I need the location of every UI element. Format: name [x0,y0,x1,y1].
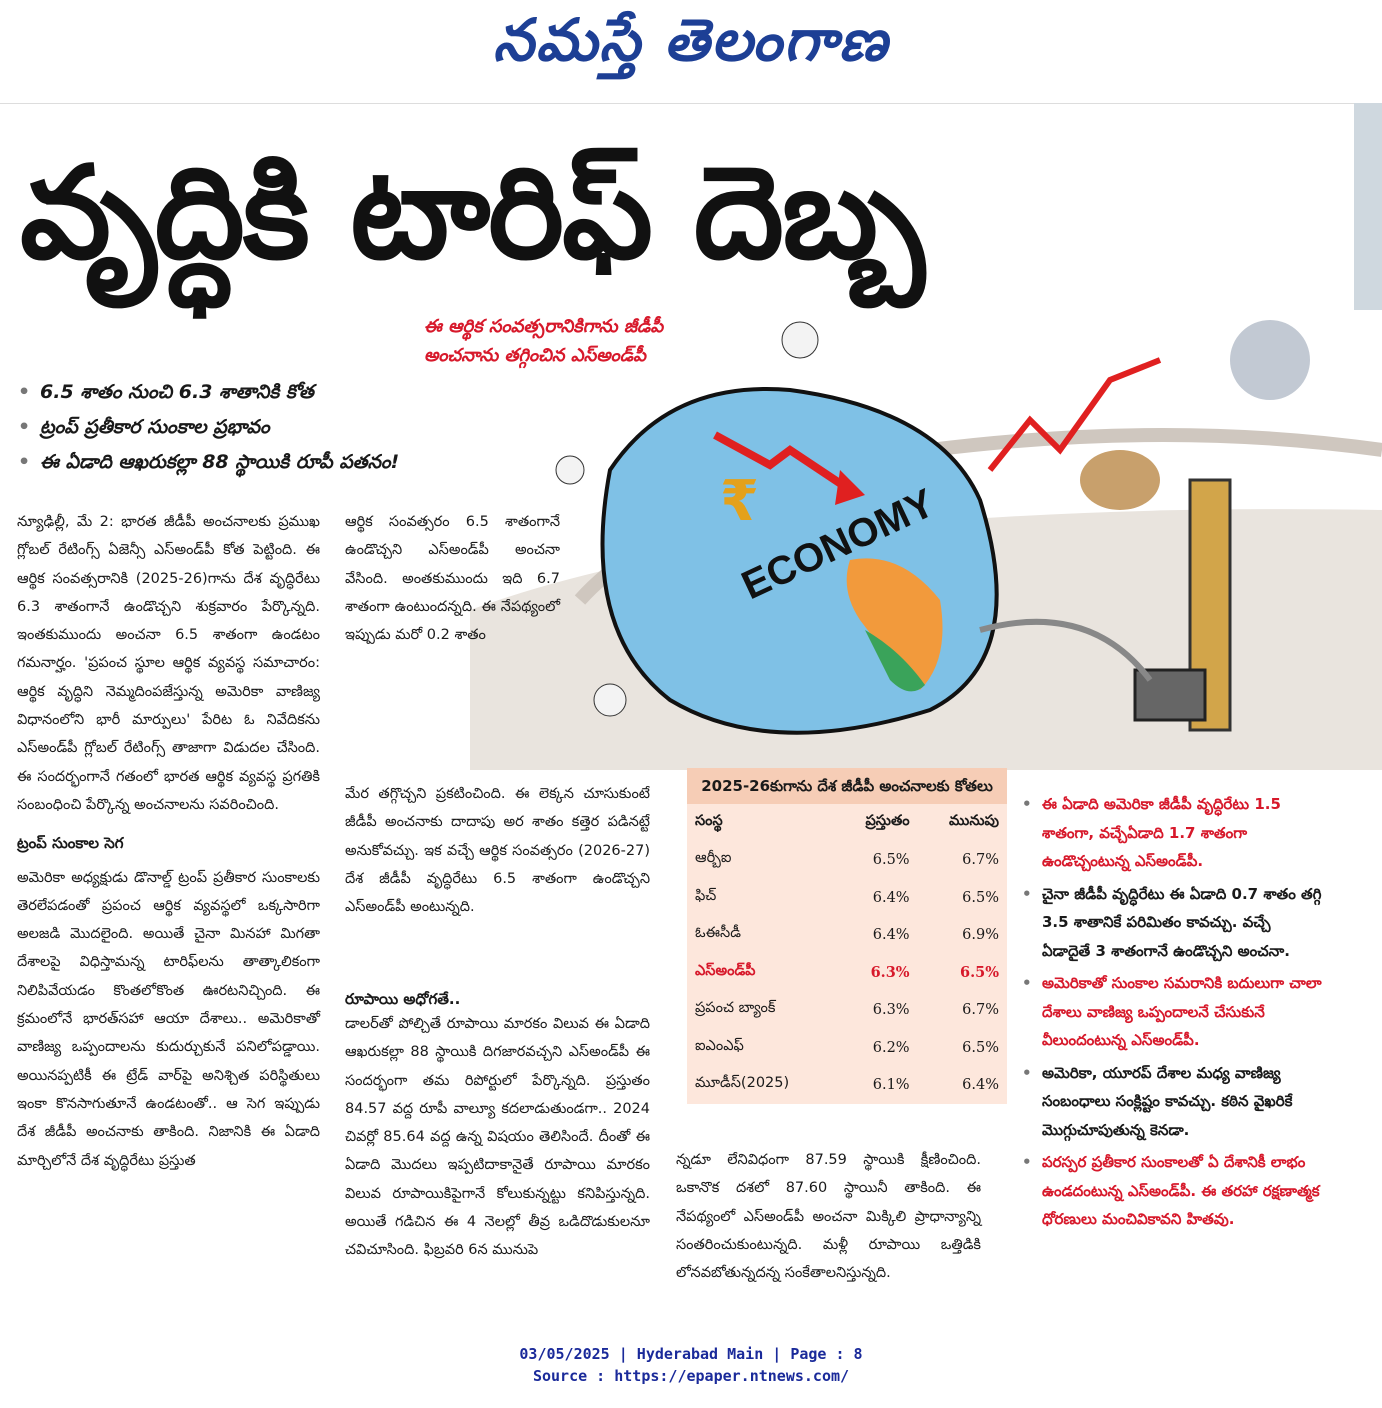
table-row: ఓఈసీడీ 6.4% 6.9% [687,917,1007,955]
pump-base-icon [1133,668,1207,722]
column-header: సంస్థ [695,812,723,829]
footer-source-link[interactable]: Source : https://epaper.ntnews.com/ [532,1367,850,1385]
hand-sleeve-icon [1230,320,1310,400]
highlight-bullets: 6.5 శాతం నుంచి 6.3 శాతానికి కోత ట్రంప్ ప… [18,378,518,483]
arrow-head-icon [835,470,865,505]
org-cell: మూడీస్(2025) [695,1075,790,1092]
paragraph: మేర తగ్గొచ్చని ప్రకటించింది. ఈ లెక్కన చూ… [345,786,650,916]
gdp-forecast-table: 2025-26కుగాను దేశ జీడీపీ అంచనాలకు కోతలు … [687,768,1007,1104]
table: సంస్థ ప్రస్తుతం మునుపు ఆర్బీఐ 6.5% 6.7% ఫి… [687,804,1007,1104]
sidebar-bullets: ఈ ఏడాది అమెరికా జీడీపీ వృద్ధిరేటు 1.5 శా… [1022,790,1322,1238]
economy-balloon-illustration: ECONOMY ₹ [470,320,1382,770]
kicker: ఈ ఆర్థిక సంవత్సరానికిగాను జీడీపీ అంచనాను… [424,316,664,366]
org-cell: ఫిచ్ [695,887,717,904]
headline: వృద్ధికి టారిఫ్ దెబ్బ [20,139,925,288]
subheading: ట్రంప్ సుంకాల సెగ [17,834,124,853]
side-bullet: అమెరికా, యూరప్ దేశాల మధ్య వాణిజ్య సంబంధా… [1022,1059,1322,1145]
table-row: ఆర్బీఐ 6.5% 6.7% [687,842,1007,880]
side-bullet: చైనా జీడీపీ వృద్ధిరేటు ఈ ఏడాది 0.7 శాతం … [1022,880,1322,966]
bullet-item: ట్రంప్ ప్రతీకార సుంకాల ప్రభావం [18,413,518,442]
current-cell: 6.4% [872,927,910,944]
paragraph: న్నడూ లేనివిధంగా 87.59 స్థాయికి క్షీణించ… [676,1152,981,1282]
previous-cell: 6.7% [962,1002,999,1019]
current-cell: 6.5% [872,852,910,869]
paragraph: అమెరికా అధ్యక్షుడు డొనాల్డ్ ట్రంప్ ప్రతీ… [17,869,320,1169]
org-cell: ఐఎంఎఫ్ [695,1037,744,1054]
india-map-icon [846,558,943,690]
rupee-icon: ₹ [720,469,759,534]
page-footer: 03/05/2025 | Hyderabad Main | Page : 8 S… [0,1343,1382,1387]
org-cell: ఎస్అండ్‌పీ [695,962,756,979]
masthead-logo: నమస్తే తెలంగాణ [493,6,889,74]
table-row: ప్రపంచ బ్యాంక్ 6.3% 6.7% [687,992,1007,1030]
falling-arrow-icon [713,431,853,494]
table-title: 2025-26కుగాను దేశ జీడీపీ అంచనాలకు కోతలు [687,768,1007,804]
table-row: మూడీస్(2025) 6.1% 6.4% [687,1067,1007,1105]
current-cell: 6.3% [872,1002,910,1019]
org-cell: ప్రపంచ బ్యాంక్ [695,1000,776,1017]
puff-icon [593,683,627,717]
puff-icon [555,455,585,485]
subheading: రూపాయి అధోగతే.. [345,990,461,1008]
article-column-3-bottom: న్నడూ లేనివిధంగా 87.59 స్థాయికి క్షీణించ… [676,1146,981,1287]
current-cell: 6.4% [872,889,910,906]
side-bullet: ఈ ఏడాది అమెరికా జీడీపీ వృద్ధిరేటు 1.5 శా… [1022,790,1322,876]
org-cell: ఓఈసీడీ [695,925,741,942]
current-cell: 6.3% [870,964,910,982]
previous-cell: 6.5% [962,889,999,906]
grocery-bag-icon [1080,450,1160,510]
current-cell: 6.1% [872,1077,910,1094]
article-column-2-bottom: డాలర్‌తో పోల్చితే రూపాయి మారకం విలువ ఈ ఏ… [345,1010,650,1265]
side-bullet: పరస్పర ప్రతీకార సుంకాలతో ఏ దేశానికీ లాభం… [1022,1148,1322,1234]
paragraph: ఆర్థిక సంవత్సరం 6.5 శాతంగానే ఉండొచ్చని ఎ… [345,514,560,644]
previous-cell: 6.5% [959,964,999,982]
bullet-item: 6.5 శాతం నుంచి 6.3 శాతానికి కోత [18,378,518,407]
rising-arrow-icon [987,357,1162,472]
column-header: ప్రస్తుతం [865,812,910,829]
table-row-highlighted: ఎస్అండ్‌పీ 6.3% 6.5% [687,954,1007,992]
pump-hose-icon [979,618,1153,682]
paragraph: డాలర్‌తో పోల్చితే రూపాయి మారకం విలువ ఈ ఏ… [345,1016,650,1259]
previous-cell: 6.5% [962,1039,999,1056]
side-bullet: అమెరికాతో సుంకాల సమరానికి బదులుగా చాలా ద… [1022,969,1322,1055]
previous-cell: 6.4% [962,1077,999,1094]
previous-cell: 6.9% [962,927,999,944]
footer-date-edition: 03/05/2025 | Hyderabad Main | Page : 8 [519,1345,863,1363]
article-column-2-top: ఆర్థిక సంవత్సరం 6.5 శాతంగానే ఉండొచ్చని ఎ… [345,508,560,649]
article-column-1: న్యూఢిల్లీ, మే 2: భారత జీడీపీ అంచనాలకు ప… [17,508,320,1175]
previous-cell: 6.7% [962,852,999,869]
table-row: ఐఎంఎఫ్ 6.2% 6.5% [687,1029,1007,1067]
article-column-2-sub: రూపాయి అధోగతే.. [345,975,650,1019]
bullet-item: ఈ ఏడాది ఆఖరుకల్లా 88 స్థాయికి రూపీ పతనం! [18,448,518,477]
puff-icon [781,321,819,359]
table-row: ఫిచ్ 6.4% 6.5% [687,879,1007,917]
current-cell: 6.2% [872,1039,910,1056]
article-column-2-mid: మేర తగ్గొచ్చని ప్రకటించింది. ఈ లెక్కన చూ… [345,780,650,921]
paragraph: న్యూఢిల్లీ, మే 2: భారత జీడీపీ అంచనాలకు ప… [17,514,320,813]
org-cell: ఆర్బీఐ [695,850,732,867]
masthead: నమస్తే తెలంగాణ [0,0,1382,100]
divider [0,103,1382,104]
adjacent-photo-edge [1354,103,1382,310]
column-header: మునుపు [948,812,999,829]
india-map-green [865,630,925,692]
table-header-row: సంస్థ ప్రస్తుతం మునుపు [687,804,1007,842]
